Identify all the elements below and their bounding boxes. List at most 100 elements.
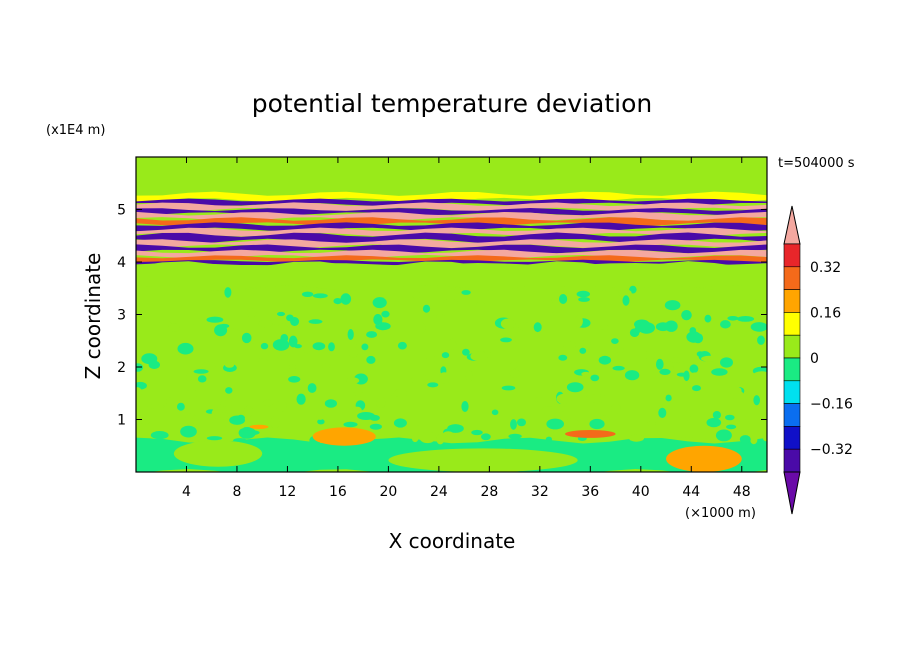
contour-cell	[270, 318, 286, 325]
contour-cell	[225, 387, 233, 394]
contour-cell	[193, 369, 209, 374]
contour-cell	[706, 417, 722, 428]
contour-patch	[249, 424, 269, 429]
contour-cell	[669, 357, 683, 364]
contour-cell	[491, 409, 499, 416]
contour-cell	[201, 361, 216, 370]
contour-cell	[763, 435, 767, 442]
contour-cell	[220, 411, 228, 420]
contour-cell	[289, 364, 296, 370]
contour-cell	[656, 358, 664, 370]
contour-cell	[545, 436, 553, 442]
contour-cell	[514, 336, 523, 344]
contour-cell	[500, 318, 516, 330]
contour-cell	[559, 294, 568, 304]
contour-cell	[552, 382, 565, 391]
contour-cell	[655, 322, 671, 332]
contour-cell	[510, 361, 518, 370]
contour-cell	[618, 289, 632, 297]
contour-cell	[675, 315, 682, 320]
contour-cell	[448, 338, 457, 350]
contour-band	[136, 208, 767, 216]
contour-cell	[665, 394, 672, 402]
contour-cell	[381, 310, 390, 318]
contour-cell	[180, 425, 197, 438]
contour-cell	[443, 298, 458, 307]
contour-cell	[441, 352, 450, 359]
contour-cell	[373, 314, 383, 326]
contour-cell	[624, 370, 640, 381]
contour-cell	[533, 322, 542, 333]
colorbar-segment	[783, 243, 801, 268]
colorbar-segment	[783, 380, 801, 404]
contour-cell	[658, 407, 667, 418]
contour-cell	[562, 341, 577, 349]
contour-cell	[333, 298, 342, 305]
contour-cell	[376, 333, 392, 340]
contour-cell	[393, 389, 408, 398]
contour-cell	[692, 385, 701, 392]
contour-cell	[715, 429, 732, 442]
contour-cell	[622, 295, 630, 306]
contour-cell	[616, 347, 625, 354]
contour-cell	[736, 316, 755, 322]
contour-patch	[312, 427, 376, 446]
x-tick-label: 24	[430, 484, 448, 500]
colorbar-label: 0.32	[810, 260, 841, 276]
x-tick-label: 4	[182, 484, 191, 500]
contour-cell	[312, 293, 328, 299]
colorbar-label: 0	[810, 351, 819, 367]
contour-cell	[303, 347, 310, 354]
contour-cell	[684, 409, 691, 421]
contour-band	[136, 157, 767, 197]
contour-cell	[441, 431, 455, 441]
contour-cell	[528, 408, 546, 415]
contour-cell	[739, 435, 751, 444]
contour-cell	[140, 416, 151, 425]
contour-cell	[251, 339, 261, 345]
contour-cell	[190, 318, 207, 326]
contour-cell	[186, 389, 198, 399]
contour-cell	[277, 354, 288, 360]
contour-cell	[288, 335, 298, 348]
contour-cell	[296, 393, 306, 405]
contour-cell	[415, 322, 426, 334]
contour-cell	[369, 423, 382, 430]
contour-cell	[353, 335, 367, 346]
contour-cell	[243, 405, 254, 418]
contour-cell	[366, 331, 378, 338]
contour-patch	[666, 445, 742, 472]
contour-patch	[173, 440, 263, 467]
contour-cell	[220, 400, 233, 407]
contour-cell	[426, 356, 441, 362]
colorbar-segment	[783, 403, 801, 427]
contour-band	[136, 261, 767, 292]
contour-cell	[590, 374, 600, 382]
contour-band	[136, 211, 767, 221]
contour-band	[136, 222, 767, 232]
colorbar-underflow-arrow	[783, 471, 801, 515]
x-tick-label: 8	[232, 484, 241, 500]
contour-cell	[343, 421, 358, 428]
contour-cell	[435, 313, 445, 319]
contour-cell	[197, 375, 207, 383]
contour-cell	[645, 349, 655, 361]
contour-cell	[192, 415, 199, 426]
contour-cell	[206, 436, 223, 441]
x-tick-label: 28	[480, 484, 498, 500]
contour-cell	[638, 322, 655, 334]
y-axis-ticks: 1 2 3 4 5	[117, 203, 767, 429]
contour-patch	[388, 448, 578, 472]
contour-cell	[340, 293, 352, 305]
contour-cell	[558, 354, 568, 361]
contour-cell	[308, 319, 323, 324]
x-tick-label: 12	[279, 484, 297, 500]
contour-cell	[241, 332, 252, 344]
x-unit-label: (×1000 m)	[685, 506, 756, 521]
chart-title: potential temperature deviation	[252, 89, 652, 118]
contour-cell	[681, 310, 692, 321]
contour-cell	[510, 419, 517, 430]
contour-cell	[455, 432, 466, 438]
contour-cell	[673, 363, 690, 373]
